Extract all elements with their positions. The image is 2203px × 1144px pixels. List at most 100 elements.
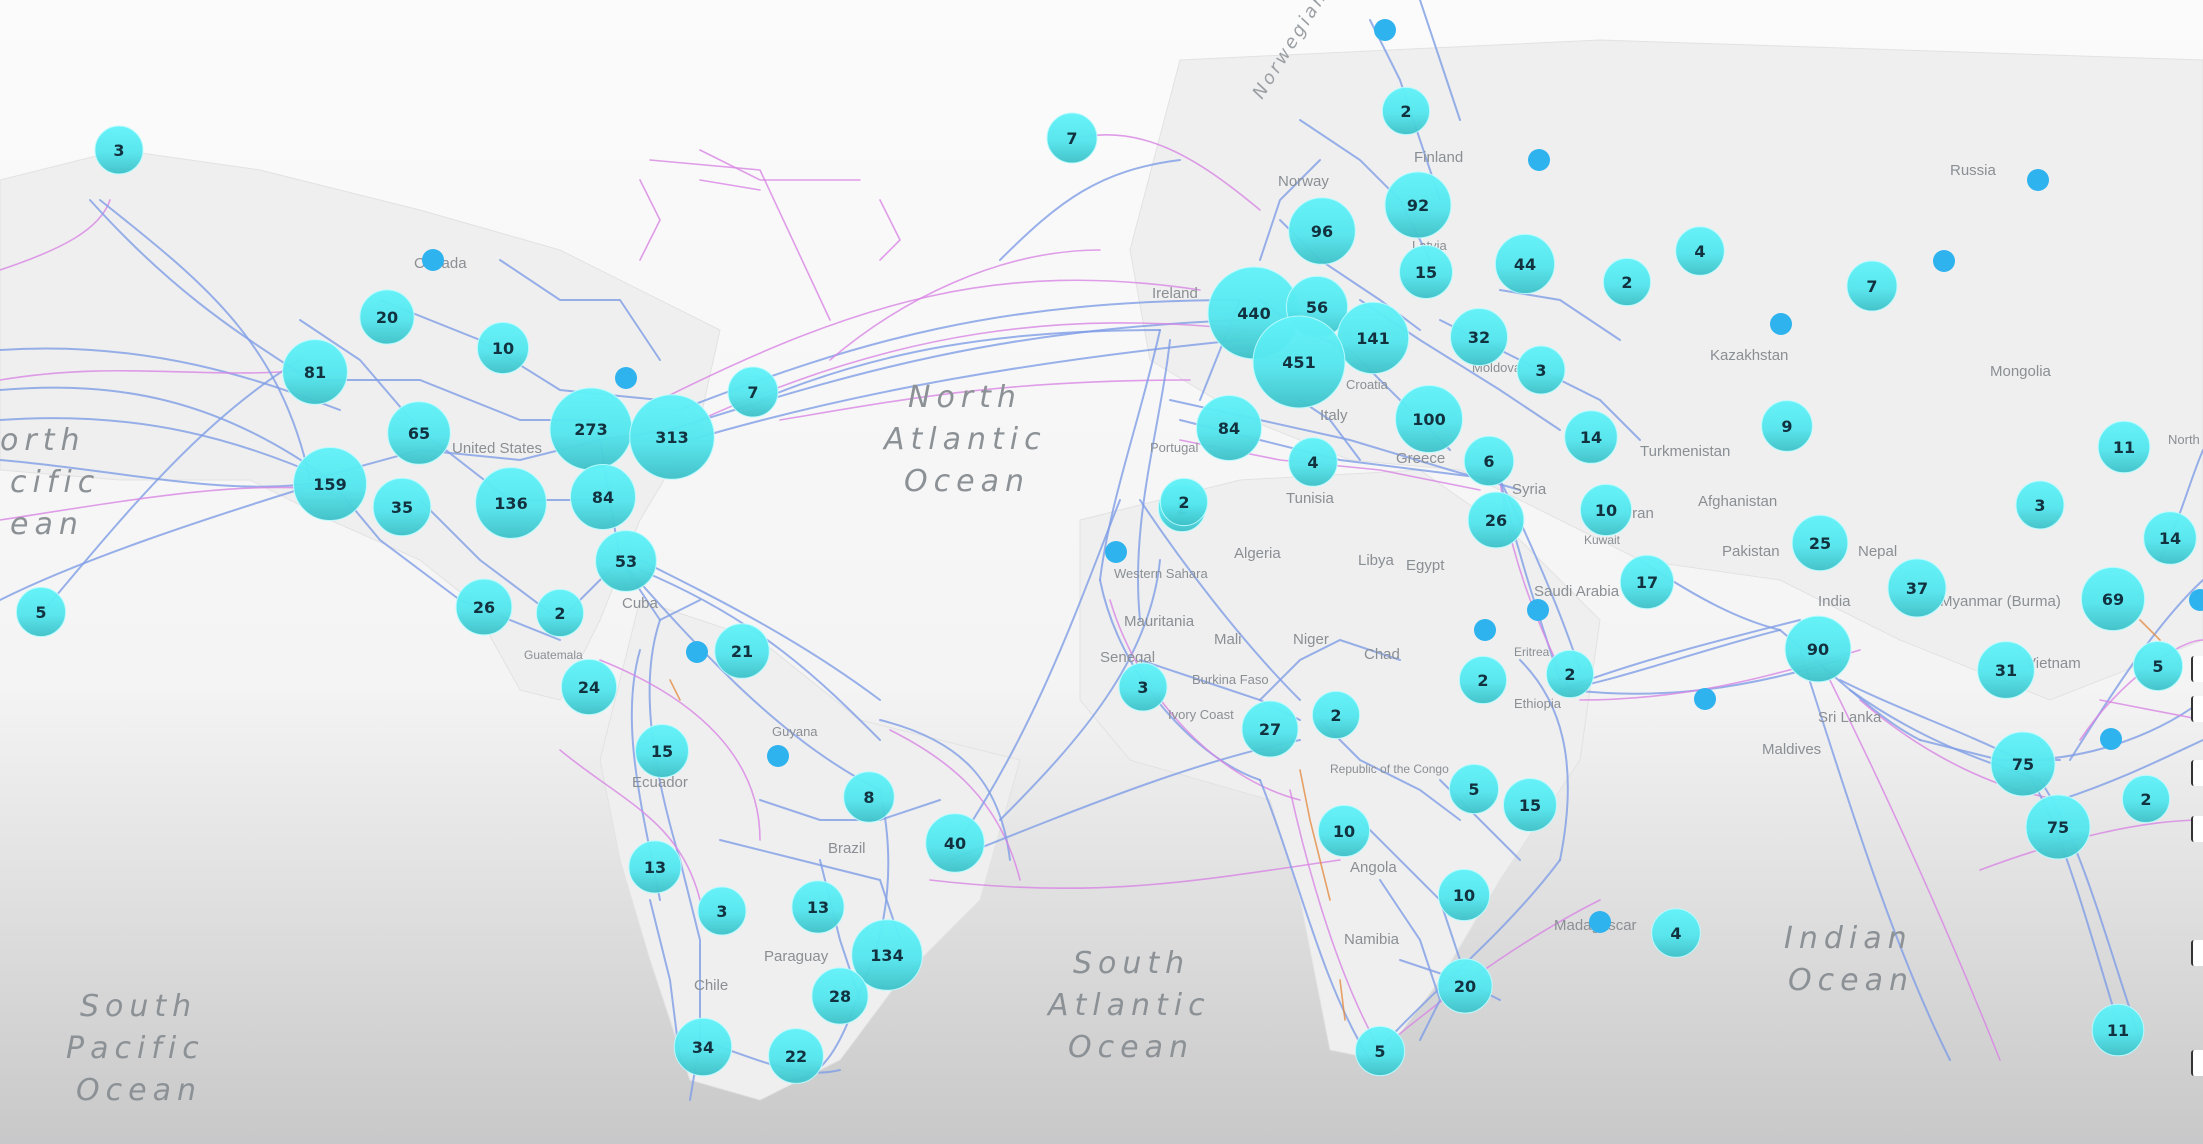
cluster-circle[interactable] xyxy=(1384,171,1452,239)
cluster-circle[interactable] xyxy=(1494,233,1556,295)
cable-cluster[interactable]: 96 xyxy=(1288,197,1356,265)
cable-cluster[interactable]: 2 xyxy=(1458,655,1508,705)
cable-cluster[interactable]: 69 xyxy=(2080,566,2146,632)
cluster-circle[interactable] xyxy=(1288,197,1356,265)
cluster-circle[interactable] xyxy=(1288,437,1338,487)
cable-cluster[interactable]: 20 xyxy=(1437,958,1493,1014)
cluster-circle[interactable] xyxy=(1399,245,1453,299)
cable-cluster[interactable]: 7 xyxy=(727,366,779,418)
cluster-circle[interactable] xyxy=(1118,662,1168,712)
cluster-circle[interactable] xyxy=(94,125,144,175)
cluster-circle[interactable] xyxy=(2132,640,2184,692)
cluster-circle[interactable] xyxy=(595,530,657,592)
cluster-circle[interactable] xyxy=(570,464,636,530)
cluster-circle[interactable] xyxy=(1381,86,1431,136)
cluster-circle[interactable] xyxy=(293,447,367,521)
cable-cluster[interactable]: 273 xyxy=(549,387,633,471)
cluster-circle[interactable] xyxy=(1252,315,1346,409)
cluster-circle[interactable] xyxy=(714,623,770,679)
cluster-circle[interactable] xyxy=(2015,480,2065,530)
cluster-circle[interactable] xyxy=(1503,778,1557,832)
landing-point[interactable] xyxy=(1933,250,1955,272)
cluster-circle[interactable] xyxy=(1317,804,1371,858)
cluster-circle[interactable] xyxy=(1619,554,1675,610)
cable-cluster[interactable]: 34 xyxy=(673,1017,733,1077)
cable-cluster[interactable]: 10 xyxy=(476,321,530,375)
landing-point[interactable] xyxy=(2100,728,2122,750)
cluster-circle[interactable] xyxy=(1467,491,1525,549)
landing-point[interactable] xyxy=(767,745,789,767)
cable-cluster[interactable]: 7 xyxy=(1846,260,1898,312)
cable-cluster[interactable]: 10 xyxy=(1579,483,1633,537)
cable-cluster[interactable]: 2 xyxy=(535,588,585,638)
cable-cluster[interactable]: 100 xyxy=(1395,385,1463,453)
cluster-circle[interactable] xyxy=(372,477,432,537)
cable-cluster[interactable]: 2 xyxy=(1602,257,1652,307)
landing-point[interactable] xyxy=(686,641,708,663)
cable-cluster[interactable]: 313 xyxy=(629,394,715,480)
cable-cluster[interactable]: 141 xyxy=(1336,301,1410,375)
cluster-circle[interactable] xyxy=(628,840,682,894)
cluster-circle[interactable] xyxy=(673,1017,733,1077)
zoom-out-button[interactable] xyxy=(2191,816,2203,842)
cable-cluster[interactable]: 3 xyxy=(2015,480,2065,530)
cluster-circle[interactable] xyxy=(1784,615,1852,683)
cluster-circle[interactable] xyxy=(1761,400,1813,452)
cable-cluster[interactable]: 25 xyxy=(1791,514,1849,572)
cable-cluster[interactable]: 4 xyxy=(1288,437,1338,487)
cluster-circle[interactable] xyxy=(629,394,715,480)
cable-cluster[interactable]: 15 xyxy=(1399,245,1453,299)
cable-cluster[interactable]: 6 xyxy=(1463,435,1515,487)
cable-cluster[interactable]: 2 xyxy=(1311,690,1361,740)
cable-cluster[interactable]: 2 xyxy=(2121,774,2171,824)
cluster-circle[interactable] xyxy=(1602,257,1652,307)
cable-cluster[interactable]: 21 xyxy=(714,623,770,679)
cable-cluster[interactable]: 14 xyxy=(2143,511,2197,565)
cluster-circle[interactable] xyxy=(2143,511,2197,565)
cluster-circle[interactable] xyxy=(1564,410,1618,464)
cluster-circle[interactable] xyxy=(1545,649,1595,699)
cable-cluster[interactable]: 92 xyxy=(1384,171,1452,239)
cluster-circle[interactable] xyxy=(811,967,869,1025)
landing-point[interactable] xyxy=(422,249,444,271)
cable-cluster[interactable]: 37 xyxy=(1887,558,1947,618)
cluster-circle[interactable] xyxy=(1463,435,1515,487)
cluster-circle[interactable] xyxy=(475,467,547,539)
landing-point[interactable] xyxy=(1105,541,1127,563)
cable-cluster[interactable]: 159 xyxy=(293,447,367,521)
cluster-circle[interactable] xyxy=(359,289,415,345)
cluster-circle[interactable] xyxy=(768,1028,824,1084)
cluster-circle[interactable] xyxy=(455,578,513,636)
cable-cluster[interactable]: 10 xyxy=(1437,868,1491,922)
cable-cluster[interactable]: 4 xyxy=(1675,226,1725,276)
cable-cluster[interactable]: 15 xyxy=(1503,778,1557,832)
cluster-circle[interactable] xyxy=(1458,655,1508,705)
cluster-circle[interactable] xyxy=(1450,308,1508,366)
cable-cluster[interactable]: 44 xyxy=(1494,233,1556,295)
cable-cluster[interactable]: 13 xyxy=(628,840,682,894)
cable-cluster[interactable]: 81 xyxy=(282,339,348,405)
cable-cluster[interactable]: 3 xyxy=(94,125,144,175)
cluster-circle[interactable] xyxy=(2091,1003,2145,1057)
cable-cluster[interactable]: 3 xyxy=(1516,345,1566,395)
cluster-circle[interactable] xyxy=(2121,774,2171,824)
cluster-circle[interactable] xyxy=(1448,763,1500,815)
cable-cluster[interactable]: 4 xyxy=(1651,908,1701,958)
cluster-circle[interactable] xyxy=(1395,385,1463,453)
cable-cluster[interactable]: 22 xyxy=(768,1028,824,1084)
cluster-circle[interactable] xyxy=(1846,260,1898,312)
cable-cluster[interactable]: 11 xyxy=(2091,1003,2145,1057)
cluster-circle[interactable] xyxy=(1159,477,1209,527)
cable-cluster[interactable]: 134 xyxy=(851,919,923,991)
cluster-circle[interactable] xyxy=(635,724,689,778)
cluster-circle[interactable] xyxy=(2025,794,2091,860)
cable-cluster[interactable]: 35 xyxy=(372,477,432,537)
cable-cluster[interactable]: 40 xyxy=(925,813,985,873)
cluster-circle[interactable] xyxy=(791,880,845,934)
cable-cluster[interactable]: 7 xyxy=(1046,112,1098,164)
cluster-circle[interactable] xyxy=(1437,868,1491,922)
cluster-circle[interactable] xyxy=(727,366,779,418)
cable-cluster[interactable]: 17 xyxy=(1619,554,1675,610)
cable-cluster[interactable]: 26 xyxy=(455,578,513,636)
landing-point[interactable] xyxy=(1770,313,1792,335)
